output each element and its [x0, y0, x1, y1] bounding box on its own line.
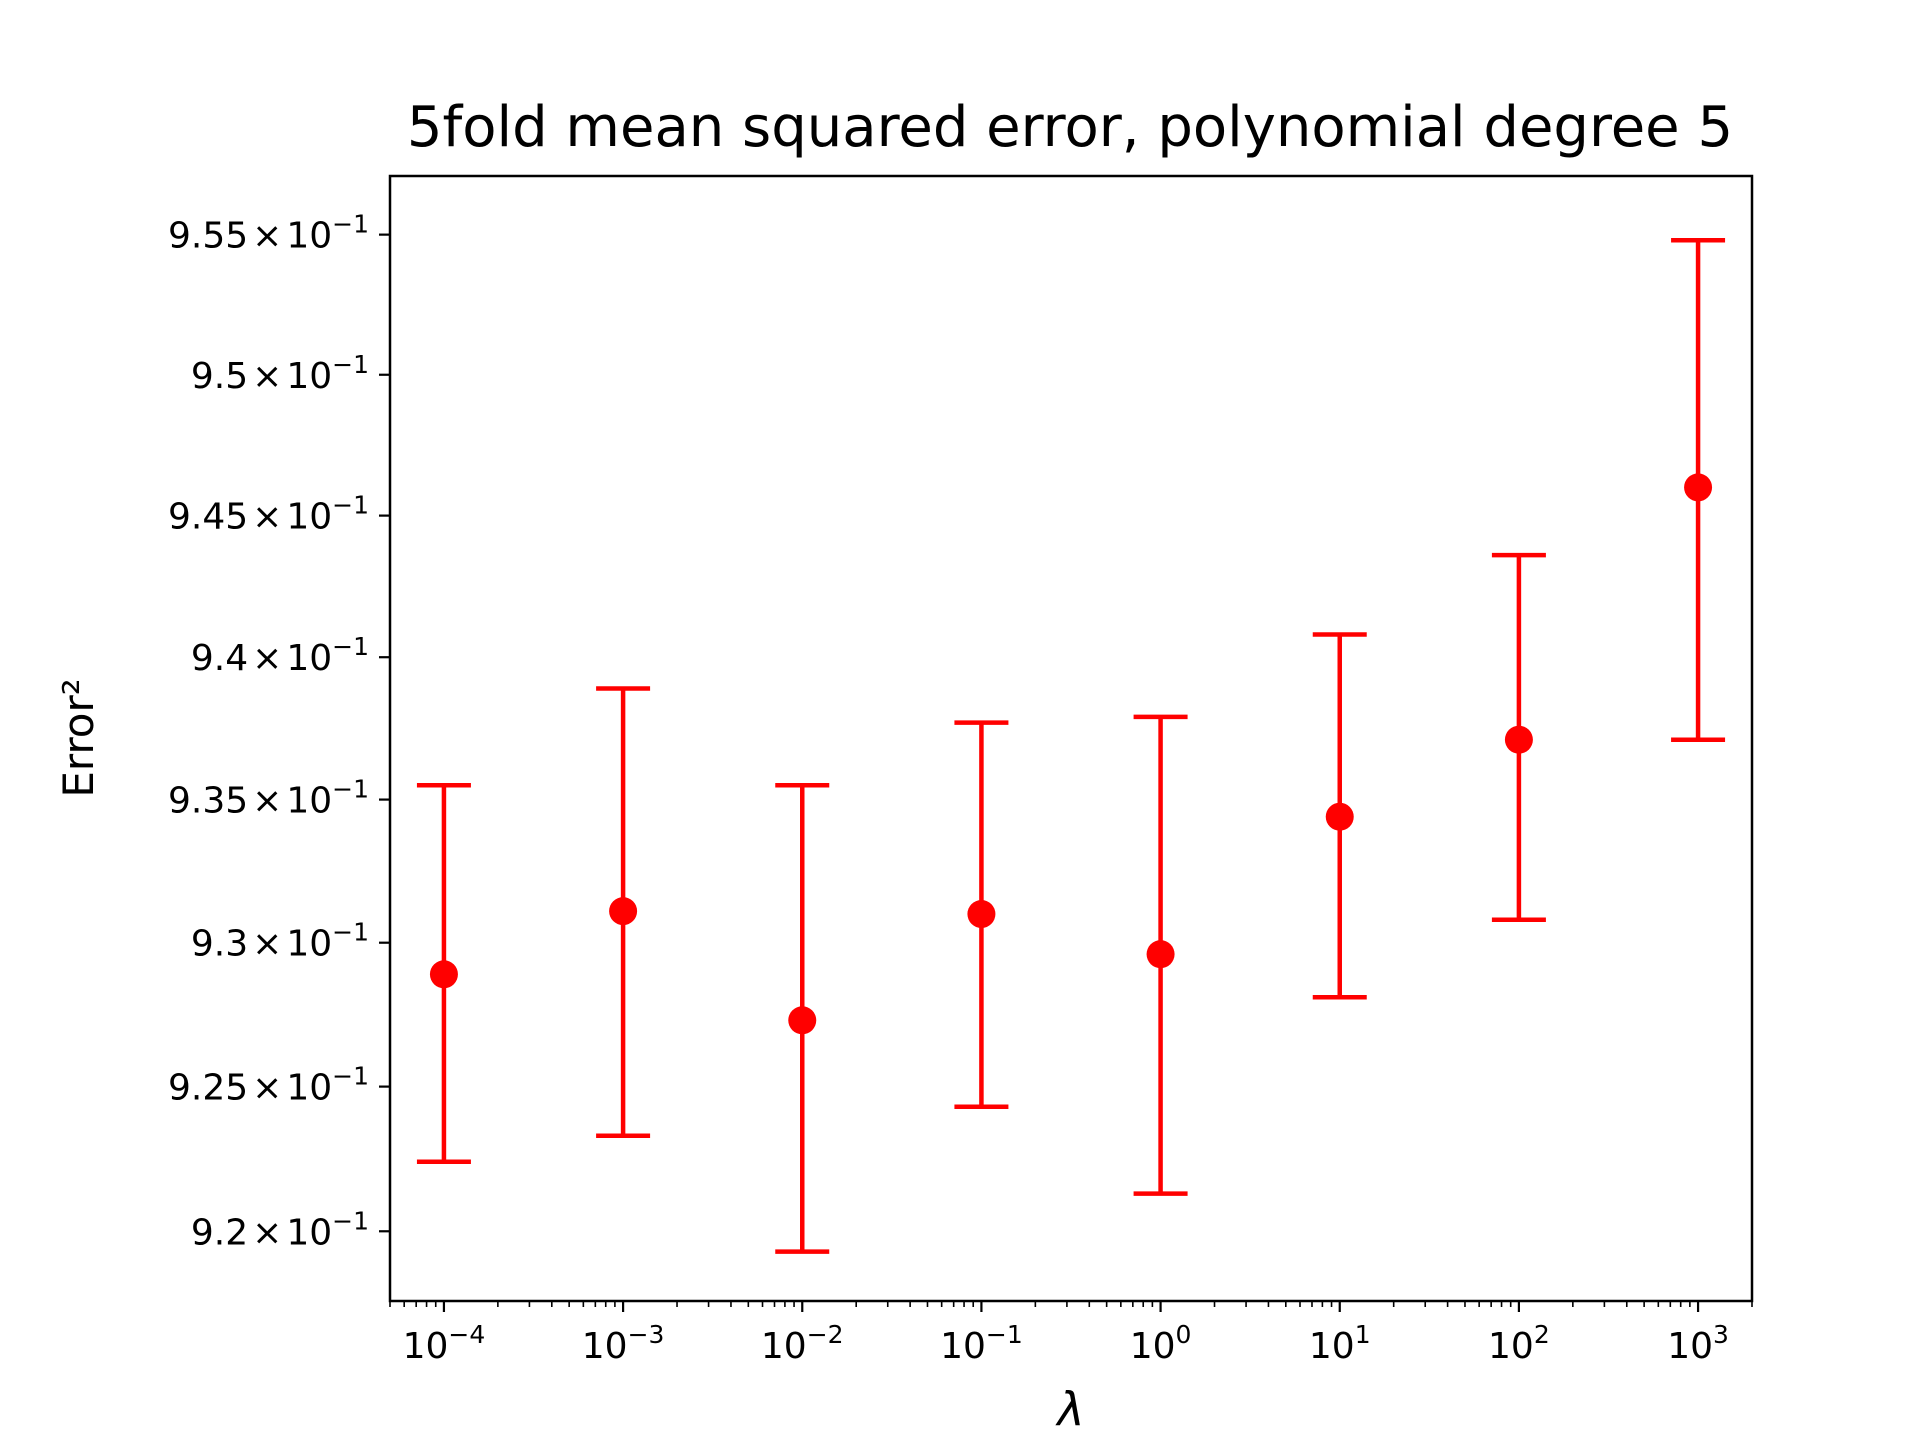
y-tick-base: 10	[286, 356, 332, 397]
y-tick-exponent: −1	[332, 350, 369, 379]
x-tick-label: 10−4	[403, 1320, 486, 1367]
x-tick-label: 10−2	[761, 1320, 844, 1367]
y-tick-label: 9.45 × 10−1	[168, 491, 369, 538]
y-tick-exponent: −1	[332, 918, 369, 947]
data-point	[788, 1006, 817, 1035]
x-tick-label: 103	[1667, 1320, 1729, 1367]
data-point	[609, 897, 638, 926]
x-tick-base: 10	[1488, 1326, 1534, 1367]
y-tick-mantissa: 9.3	[191, 924, 248, 965]
x-tick-exponent: −1	[986, 1320, 1023, 1349]
y-tick-base: 10	[286, 781, 332, 822]
data-point	[967, 900, 996, 929]
y-tick-exponent: −1	[332, 491, 369, 520]
y-tick-times: ×	[252, 1212, 282, 1253]
y-tick-mantissa: 9.5	[191, 356, 248, 397]
y-tick-mantissa: 9.25	[168, 1068, 248, 1109]
y-tick-base: 10	[286, 1212, 332, 1253]
y-tick-base: 10	[286, 497, 332, 538]
data-point	[1146, 940, 1175, 969]
y-tick-exponent: −1	[332, 1206, 369, 1235]
y-tick-exponent: −1	[332, 632, 369, 661]
x-tick-base: 10	[761, 1326, 807, 1367]
y-tick-label: 9.35 × 10−1	[168, 775, 369, 822]
y-tick-base: 10	[286, 1068, 332, 1109]
y-tick-base: 10	[286, 216, 332, 257]
y-tick-mantissa: 9.4	[191, 638, 248, 679]
data-point	[1325, 802, 1354, 831]
y-tick-label: 9.55 × 10−1	[168, 210, 369, 257]
y-tick-exponent: −1	[332, 1062, 369, 1091]
y-tick-base: 10	[286, 924, 332, 965]
y-axis-label: Error²	[54, 678, 103, 797]
x-tick-label: 100	[1130, 1320, 1192, 1367]
y-tick-times: ×	[252, 216, 282, 257]
y-tick-times: ×	[252, 924, 282, 965]
y-tick-times: ×	[252, 781, 282, 822]
x-tick-label: 102	[1488, 1320, 1550, 1367]
y-tick-label: 9.2 × 10−1	[191, 1206, 369, 1253]
data-point	[1684, 473, 1713, 502]
x-tick-exponent: −4	[448, 1320, 485, 1349]
y-tick-base: 10	[286, 638, 332, 679]
x-tick-base: 10	[1130, 1326, 1176, 1367]
x-axis: 10−4 10−3 10−2 10−1 100 101 102 103	[389, 1301, 1753, 1367]
x-tick-base: 10	[403, 1326, 449, 1367]
x-tick-label: 10−3	[582, 1320, 665, 1367]
x-tick-exponent: −3	[628, 1320, 665, 1349]
x-axis-label: λ	[1054, 1382, 1084, 1436]
y-tick-mantissa: 9.45	[168, 497, 248, 538]
x-tick-label: 10−1	[940, 1320, 1023, 1367]
x-tick-exponent: −2	[807, 1320, 844, 1349]
data-point	[1504, 725, 1533, 754]
x-tick-base: 10	[582, 1326, 628, 1367]
chart-title: 5fold mean squared error, polynomial deg…	[407, 95, 1733, 160]
y-tick-exponent: −1	[332, 210, 369, 239]
x-tick-exponent: 3	[1713, 1320, 1729, 1349]
x-tick-base: 10	[940, 1326, 986, 1367]
x-tick-base: 10	[1667, 1326, 1713, 1367]
y-axis: 9.2 × 10−19.25 × 10−19.3 × 10−19.35 × 10−19.4 × 10…	[168, 210, 390, 1253]
y-tick-mantissa: 9.35	[168, 781, 248, 822]
y-tick-times: ×	[252, 638, 282, 679]
y-tick-label: 9.5 × 10−1	[191, 350, 369, 397]
x-tick-base: 10	[1309, 1326, 1355, 1367]
plot-frame	[388, 174, 1754, 1303]
y-tick-exponent: −1	[332, 775, 369, 804]
y-tick-times: ×	[252, 1068, 282, 1109]
y-tick-mantissa: 9.2	[191, 1212, 248, 1253]
y-tick-label: 9.25 × 10−1	[168, 1062, 369, 1109]
y-tick-mantissa: 9.55	[168, 216, 248, 257]
plot-area	[416, 237, 1726, 1254]
x-tick-label: 101	[1309, 1320, 1371, 1367]
data-point	[429, 960, 458, 989]
x-tick-exponent: 1	[1355, 1320, 1371, 1349]
y-tick-label: 9.4 × 10−1	[191, 632, 369, 679]
y-tick-times: ×	[252, 497, 282, 538]
y-tick-times: ×	[252, 356, 282, 397]
y-tick-label: 9.3 × 10−1	[191, 918, 369, 965]
x-tick-exponent: 2	[1534, 1320, 1550, 1349]
x-tick-exponent: 0	[1176, 1320, 1192, 1349]
